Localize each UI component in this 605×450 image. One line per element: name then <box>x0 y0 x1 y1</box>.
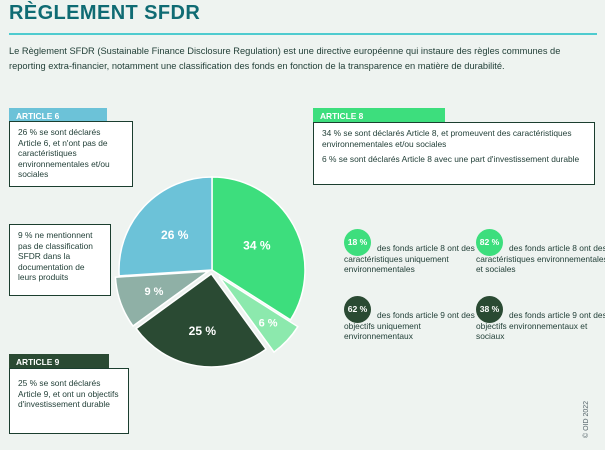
article-9-text: 25 % se sont déclarés Article 9, et ont … <box>18 378 119 409</box>
pie-slice <box>135 272 268 368</box>
pie-slice-label: 6 % <box>259 318 278 330</box>
pie-slice-label: 9 % <box>145 286 164 298</box>
stat-circle: 62 % <box>344 296 371 323</box>
article-6-callout: 26 % se sont déclarés Article 6, et n'on… <box>9 121 133 187</box>
unclassified-callout: 9 % ne mentionnent pas de classification… <box>9 224 111 296</box>
stat-text: des fonds article 9 ont des objectifs un… <box>344 310 475 341</box>
intro-paragraph: Le Règlement SFDR (Sustainable Finance D… <box>9 46 561 71</box>
stat-text: des fonds article 8 ont des caractéristi… <box>476 243 605 274</box>
article-9-tag: ARTICLE 9 <box>9 354 109 371</box>
copyright-text: © OID 2022 <box>583 400 590 438</box>
pie-slice <box>118 176 213 277</box>
stat-circle: 38 % <box>476 296 503 323</box>
stat-article9-env-social: 38 % des fonds article 9 ont des objecti… <box>476 296 605 346</box>
pie-slice-label: 34 % <box>243 238 271 252</box>
pie-slice <box>114 270 211 328</box>
pie-slice-label: 25 % <box>189 324 217 338</box>
article-8-tag: ARTICLE 8 <box>313 108 445 125</box>
stat-text: des fonds article 8 ont des caractéristi… <box>344 243 475 274</box>
pie-slice-label: 26 % <box>161 228 189 242</box>
article-8-callout: 34 % se sont déclarés Article 8, et prom… <box>313 122 595 185</box>
page-title: RÈGLEMENT SFDR <box>9 2 201 24</box>
stat-article8-env: 18 % des fonds article 8 ont des caracté… <box>344 229 479 279</box>
stat-circle: 18 % <box>344 229 371 256</box>
article-6-text: 26 % se sont déclarés Article 6, et n'on… <box>18 127 110 179</box>
article-9-callout: 25 % se sont déclarés Article 9, et ont … <box>9 368 129 434</box>
unclassified-text: 9 % ne mentionnent pas de classification… <box>18 230 93 282</box>
article-8-text-2: 6 % se sont déclarés Article 8 avec une … <box>322 154 580 164</box>
article-6-tag: ARTICLE 6 <box>9 108 107 125</box>
stat-text: des fonds article 9 ont des objectifs en… <box>476 310 605 341</box>
pie-slice <box>218 276 299 354</box>
sfdr-pie-chart: 34 % 6 % 25 % 9 % 26 % <box>114 176 306 368</box>
stat-article9-env: 62 % des fonds article 9 ont des objecti… <box>344 296 479 346</box>
stat-circle: 82 % <box>476 229 503 256</box>
article-8-text-1: 34 % se sont déclarés Article 8, et prom… <box>322 128 572 149</box>
stat-article8-env-social: 82 % des fonds article 8 ont des caracté… <box>476 229 605 279</box>
title-divider <box>9 33 597 35</box>
pie-slice <box>211 176 306 321</box>
